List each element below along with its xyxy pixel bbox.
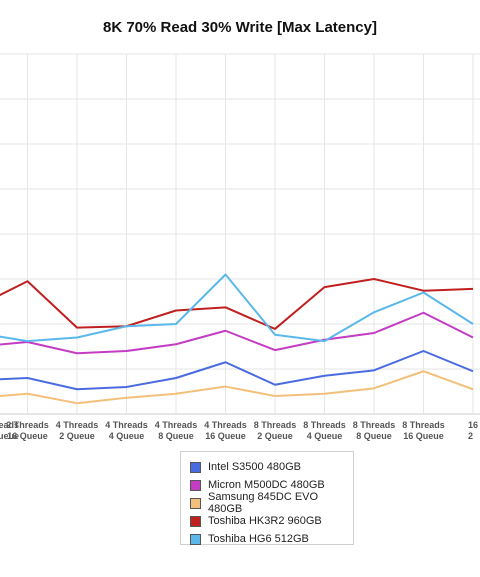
x-tick-label: 16 Queue [403,431,444,441]
x-tick-label: 8 Queue [356,431,392,441]
x-tick-label: 16 [468,420,478,430]
x-tick-label: 8 Threads [402,420,445,430]
legend-label: Micron M500DC 480GB [208,479,325,491]
legend-label: Toshiba HG6 512GB [208,533,309,545]
x-tick-label: 4 Threads [56,420,99,430]
legend-swatch [190,497,201,509]
series-lines [0,273,474,405]
legend-item: Micron M500DC 480GB [190,476,353,494]
x-tick-label: 4 Threads [155,420,198,430]
legend-item: Intel S3500 480GB [190,458,353,476]
x-tick-label: 2 Threads [6,420,49,430]
series-line-samsung-845dc-evo-480gb [0,370,474,405]
legend-swatch [190,515,201,527]
x-tick-label: Threads [0,420,19,430]
x-tick-label: 8 Threads [303,420,346,430]
legend-label: Samsung 845DC EVO 480GB [208,491,319,515]
x-tick-label: 2 Queue [257,431,293,441]
x-tick-label: 8 Queue [158,431,194,441]
x-tick-label: 8 Threads [353,420,396,430]
x-tick-label: Queue [0,431,19,441]
x-tick-label: 4 Threads [204,420,247,430]
x-tick-label: 4 Queue [307,431,343,441]
series-line-toshiba-hg6-512gb [0,273,474,343]
legend-swatch [190,533,201,545]
legend-swatch [190,461,201,473]
legend-item: Samsung 845DC EVO 480GB [190,491,353,515]
x-tick-label: 4 Queue [109,431,145,441]
legend: Intel S3500 480GB Micron M500DC 480GB Sams… [180,451,354,545]
series-line-toshiba-hk3r2-960gb [0,278,474,330]
x-tick-label: 2 Queue [59,431,95,441]
chart-title: 8K 70% Read 30% Write [Max Latency] [103,19,377,36]
legend-label: Toshiba HK3R2 960GB [208,515,322,527]
grid-lines [0,53,480,415]
series-line-intel-s3500-480gb [0,350,474,391]
legend-item: Toshiba HK3R2 960GB [190,512,353,530]
legend-item: Toshiba HG6 512GB [190,530,353,548]
x-tick-label: 2 [468,431,473,441]
x-tick-label: 4 Threads [105,420,148,430]
series-line-micron-m500dc-480gb [0,311,474,355]
legend-swatch [190,479,201,491]
x-tick-label: 16 Queue [7,431,48,441]
x-tick-label: 16 Queue [205,431,246,441]
legend-label: Intel S3500 480GB [208,461,301,473]
x-tick-label: 8 Threads [254,420,297,430]
